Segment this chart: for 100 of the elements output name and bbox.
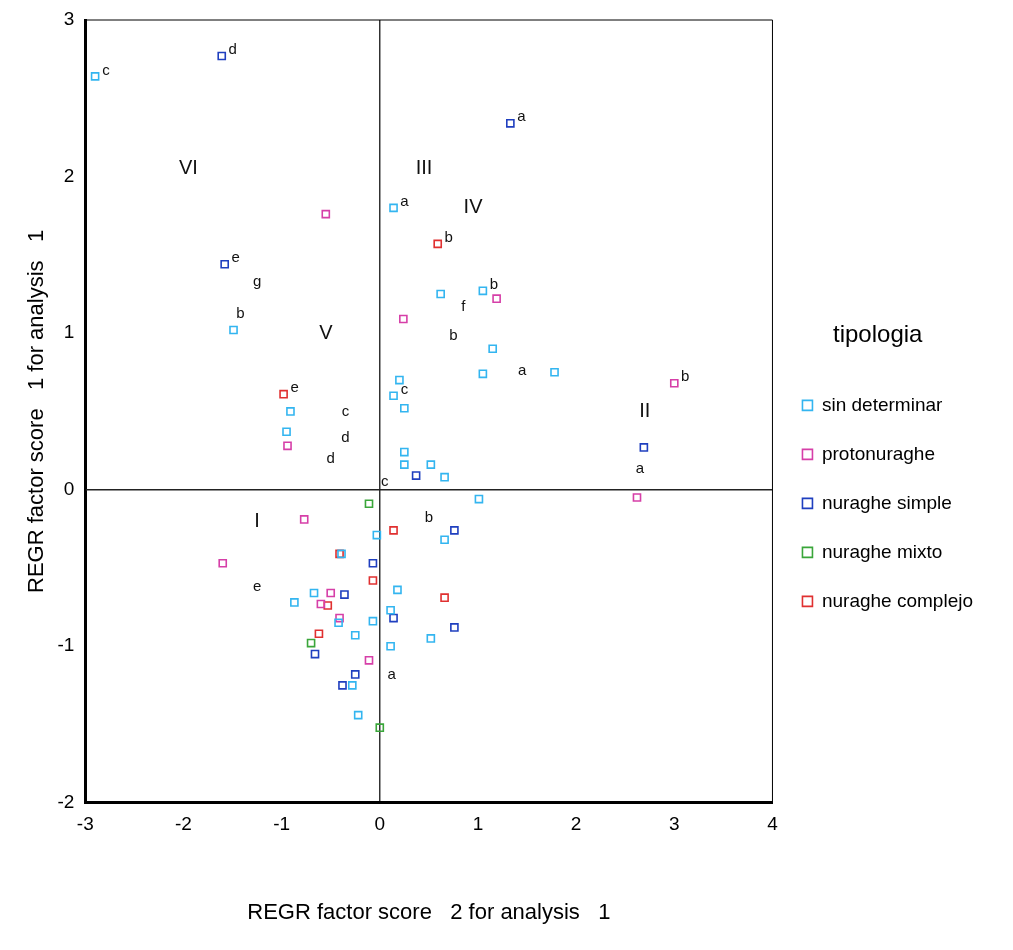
legend-label: nuraghe complejo [821,589,973,611]
point [368,576,378,585]
point [90,72,100,81]
point [400,447,409,457]
point [488,344,498,354]
point [309,588,319,598]
point [478,286,488,296]
y-tick-label: 3 [63,8,75,30]
point [321,209,331,219]
x-tick-label: 3 [669,813,680,835]
x-tick-label: 1 [472,813,484,835]
point [316,599,326,609]
y-axis-title: REGR factor score 1 for analysis 1 [23,229,49,593]
point [506,118,515,128]
annotation: b [681,367,690,385]
annotation: b [449,326,458,344]
annotation: d [341,428,350,446]
point [440,472,449,482]
legend-title: tipologia [833,319,924,347]
annotation: b [424,508,434,525]
point [353,710,363,720]
annotation: IV [463,195,484,218]
point [426,460,436,469]
point [306,638,316,648]
point [395,375,404,385]
point [282,427,291,437]
annotation: V [319,320,334,343]
point [286,407,295,416]
point [433,239,443,249]
annotation: e [231,248,240,266]
point [229,325,238,335]
point [350,670,360,679]
y-tick-label: 0 [63,477,75,499]
legend-label: nuraghe simple [821,491,952,513]
annotation: b [236,304,245,322]
point [364,656,374,665]
point [669,378,679,388]
annotation: c [380,471,389,489]
point [279,389,288,399]
point [399,314,408,324]
annotation: a [387,664,397,682]
point [389,203,398,213]
annotation: e [290,378,299,396]
x-tick-label: 2 [570,813,582,835]
point [639,443,649,452]
annotation: d [228,40,237,58]
annotation: e [252,576,262,594]
point [335,613,344,623]
x-tick-label: 4 [767,813,779,835]
y-tick-label: -1 [57,634,75,656]
point [368,558,378,568]
annotation: I [254,508,260,531]
point [400,460,409,469]
legend-label: sin determinar [821,393,944,415]
point [478,369,488,379]
point [386,641,395,651]
point [389,391,398,401]
point [368,616,378,626]
point [400,403,409,413]
x-tick-label: 0 [374,813,386,835]
annotation: c [400,379,409,397]
annotation: c [102,60,111,78]
point [632,493,642,502]
annotation: c [341,401,350,419]
point [389,526,398,535]
y-tick-label: 1 [63,321,75,343]
point [440,535,449,545]
point [450,526,459,535]
point [334,618,343,628]
point [386,605,395,615]
annotation: II [639,398,651,421]
point [375,723,385,732]
point [310,649,320,659]
x-tick-label: -3 [76,813,94,835]
point [440,593,449,603]
point [347,681,357,690]
annotation: a [635,459,645,477]
point [389,613,398,623]
point [372,530,382,540]
y-tick-label: 2 [63,164,75,186]
x-tick-label: -1 [273,813,291,835]
point [217,51,227,61]
point [492,294,501,304]
point [364,499,374,509]
annotation: b [444,228,453,246]
annotation: d [326,448,335,466]
point [338,681,347,690]
point [323,601,333,610]
annotation: f [461,296,467,314]
annotation: a [517,107,527,125]
point [220,259,230,269]
annotation: III [415,156,433,179]
annotation: VI [178,156,198,179]
annotation: a [400,192,410,210]
point [450,623,459,632]
x-axis-title: REGR factor score 2 for analysis 1 [247,898,611,924]
point [550,367,559,377]
point [411,471,421,480]
point [314,629,324,639]
point [474,494,484,504]
